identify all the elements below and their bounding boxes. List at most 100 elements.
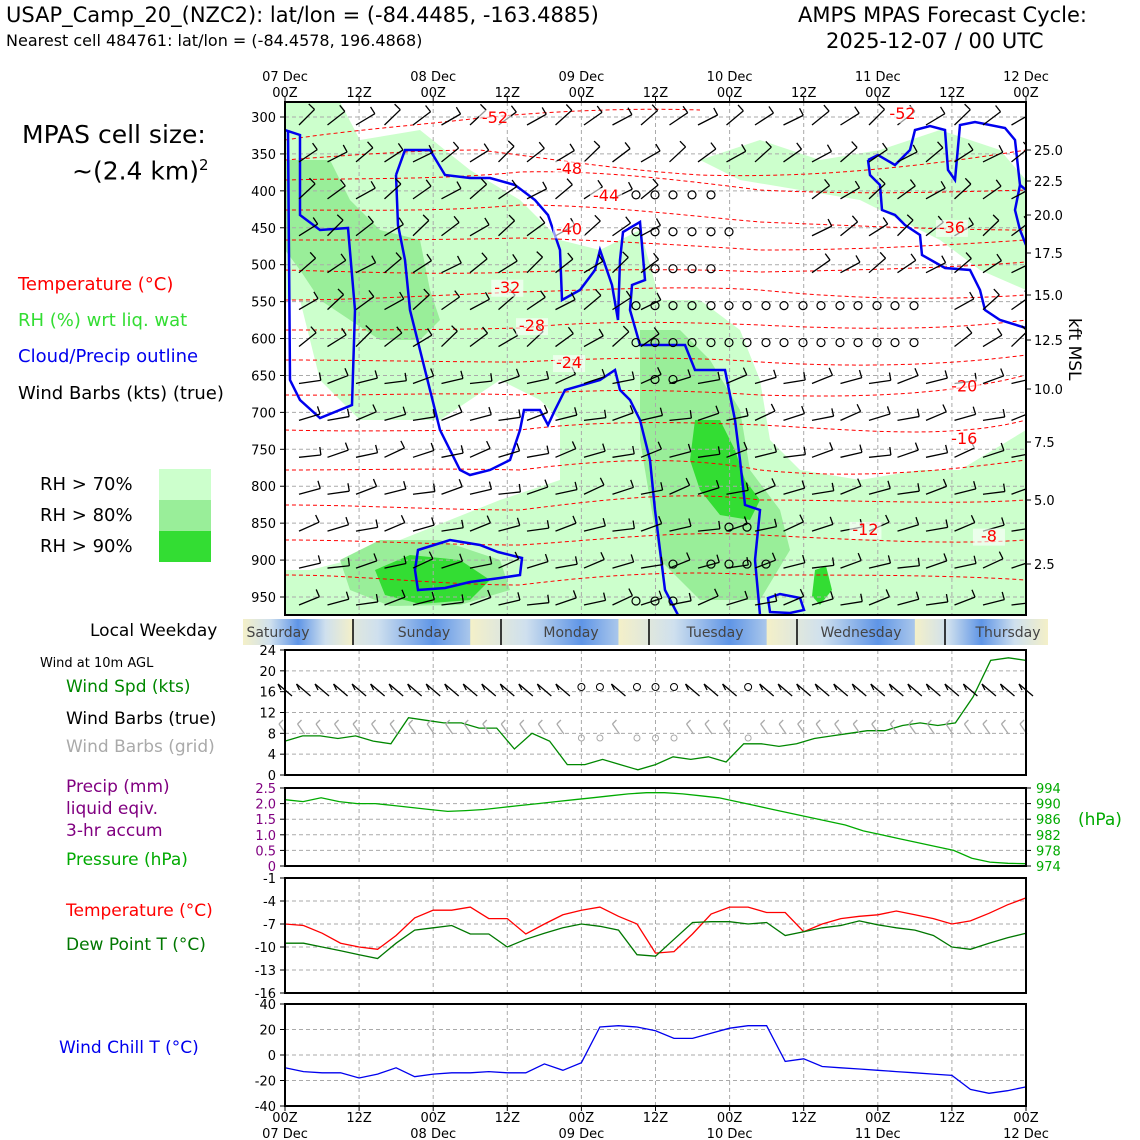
- wind-barb-flag: [688, 518, 692, 527]
- wind-barb-flag: [574, 481, 578, 490]
- pressure-tick-label: 700: [251, 406, 276, 421]
- wind-barb: [355, 296, 375, 311]
- wind-barb: [298, 562, 321, 569]
- wind-barb: [982, 599, 1005, 606]
- calm-marker: [724, 227, 734, 237]
- wind-barb-flag: [425, 179, 432, 187]
- wind-barb-grid: [1000, 723, 1010, 735]
- wind-barb-flag: [686, 552, 691, 561]
- wind-barb-flag: [713, 107, 719, 116]
- wind-barb-flag: [426, 253, 432, 262]
- wind-barb: [298, 183, 316, 200]
- wind-barb: [982, 416, 1005, 422]
- wind-barb: [868, 379, 891, 385]
- wind-barb-flag: [1000, 442, 1005, 451]
- wind-barb-flag: [915, 516, 920, 525]
- height-tick-label: 22.5: [1034, 175, 1063, 190]
- wind-barb-grid: [463, 723, 472, 735]
- wind-barb-grid-flag: [537, 719, 543, 725]
- calm-wind-markers: [631, 190, 919, 606]
- pressure-tick-label: 750: [251, 443, 276, 458]
- temperature-label: -36: [939, 218, 965, 237]
- calm-marker-grid: [633, 734, 641, 742]
- wind-barb-flag: [829, 516, 834, 525]
- wind-barb-10m: [833, 683, 849, 697]
- wind-barb-flag: [374, 370, 378, 379]
- wind-barb-flag: [972, 406, 977, 415]
- wind-barb: [897, 219, 914, 237]
- wind-barb-flag: [940, 180, 946, 189]
- wind-barb-flag: [909, 179, 916, 187]
- wind-barb-flag: [628, 588, 634, 596]
- bottom-tick-label: 00Z: [420, 1111, 446, 1126]
- wind-barb: [441, 527, 464, 532]
- temperature-label-bg: [553, 355, 586, 373]
- wind-barb-flag: [745, 482, 749, 491]
- wind-barb-10m-flag: [518, 683, 523, 691]
- calm-marker: [650, 301, 660, 311]
- wind-barb: [469, 332, 488, 348]
- wind-barb-flag: [851, 141, 858, 148]
- wind-barb: [498, 450, 520, 458]
- wind-barb-flag: [655, 218, 661, 226]
- calm-marker: [670, 683, 679, 691]
- wind-barb-flag: [603, 409, 607, 418]
- wind-barb-10m-flag: [796, 683, 801, 691]
- cell-size-label: MPAS cell size:: [22, 120, 206, 149]
- wind-barb-flag: [310, 326, 317, 334]
- wind-barb-10m-flag: [332, 683, 338, 691]
- calm-marker: [668, 190, 678, 200]
- wind-barb-flag: [1029, 479, 1032, 486]
- wind-barb: [441, 187, 462, 200]
- calm-marker: [631, 190, 641, 200]
- wind-barb: [327, 415, 350, 422]
- wind-barb-grid-flag: [871, 719, 877, 725]
- y-tick-label: 20: [259, 665, 276, 680]
- wind-barb-flag: [337, 288, 345, 296]
- pressure-line: [284, 792, 1027, 865]
- wind-barb: [982, 260, 1002, 274]
- wind-barb-grid: [408, 723, 417, 735]
- wind-barb-flag: [372, 478, 378, 487]
- wind-barb-flag: [1032, 520, 1033, 528]
- temperature-label: -12: [852, 520, 878, 539]
- wind-barb-flag: [597, 254, 604, 262]
- legend-temperature-2: Temperature (°C): [66, 901, 213, 921]
- legend-wind-barbs-grid: Wind Barbs (grid): [66, 737, 215, 757]
- wind-barb: [982, 334, 1003, 348]
- wind-barb-flag: [912, 144, 918, 153]
- wind-barb: [669, 525, 692, 532]
- wind-barb-10m: [907, 683, 923, 697]
- wind-barb: [640, 110, 659, 126]
- wind-barb: [526, 147, 545, 163]
- wind-barb: [840, 187, 860, 200]
- wind-barb-flag: [915, 591, 920, 600]
- wind-barb: [982, 449, 1005, 458]
- pressure-tick-label: 550: [251, 296, 276, 311]
- legend-wind-barbs: Wind Barbs (kts) (true): [18, 383, 224, 404]
- wind-barb-flag: [426, 328, 433, 336]
- wind-barb: [555, 333, 574, 348]
- calm-marker-grid: [744, 734, 752, 742]
- wind-barb: [298, 149, 318, 163]
- wind-barb: [897, 524, 919, 532]
- calm-marker: [668, 301, 678, 311]
- wind-chill-line: [284, 1025, 1027, 1094]
- wind-barb: [555, 184, 573, 200]
- calm-marker: [650, 596, 660, 606]
- wind-barb-flag: [632, 520, 635, 529]
- calm-marker: [706, 264, 716, 274]
- wind-barb: [640, 258, 659, 274]
- wind-barb-flag: [658, 590, 663, 599]
- wind-barb: [811, 523, 834, 532]
- wind-barb-flag: [398, 217, 404, 225]
- height-tick-label: 10.0: [1034, 383, 1063, 398]
- wind-barb-flag: [879, 251, 887, 259]
- wind-barb: [412, 185, 432, 200]
- wind-barb-flag: [516, 443, 521, 452]
- wind-barb: [840, 261, 861, 274]
- wind-barb-10m-flag: [944, 683, 949, 691]
- temperature-panel: -16 -13 -10 -7 -4 -1: [255, 872, 1027, 1002]
- wind-barb: [583, 260, 604, 274]
- pressure-tick-label: 600: [251, 333, 276, 348]
